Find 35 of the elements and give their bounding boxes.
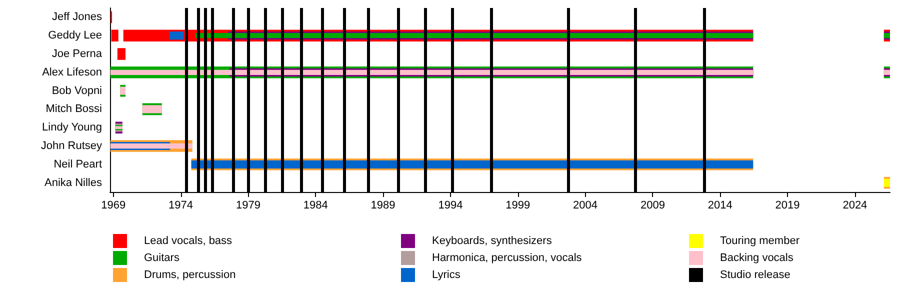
y-tick-label: Bob Vopni xyxy=(52,84,102,97)
y-tick-label: Geddy Lee xyxy=(48,30,102,42)
x-tick-label: 1994 xyxy=(438,200,463,212)
x-tick-label: 1989 xyxy=(370,200,396,212)
legend-label: Backing vocals xyxy=(720,252,794,264)
legend-label: Harmonica, percussion, vocals xyxy=(432,252,582,264)
legend-label: Drums, percussion xyxy=(144,269,236,281)
x-tick-label: 1969 xyxy=(101,200,126,212)
bar xyxy=(111,30,118,42)
y-tick-label: Mitch Bossi xyxy=(46,103,102,116)
x-tick-label: 1974 xyxy=(168,200,194,212)
y-tick-label: John Rutsey xyxy=(40,140,102,152)
y-tick-label: Neil Peart xyxy=(54,158,102,170)
legend-label: Keyboards, synthesizers xyxy=(432,235,552,247)
bar xyxy=(169,32,184,40)
x-tick-label: 2019 xyxy=(775,200,800,212)
x-tick-label: 1979 xyxy=(236,200,260,212)
legend-label: Lyrics xyxy=(432,269,461,281)
bar xyxy=(110,143,192,149)
x-tick-label: 1999 xyxy=(506,200,530,212)
y-tick-label: Joe Perna xyxy=(52,48,103,60)
x-tick-label: 2014 xyxy=(708,200,732,212)
bar xyxy=(117,48,126,60)
x-tick-label: 1984 xyxy=(303,200,328,212)
legend-label: Studio release xyxy=(720,269,790,281)
x-tick-label: 2009 xyxy=(640,200,665,212)
x-tick-label: 2024 xyxy=(842,200,868,212)
y-tick-label: Anika Nilles xyxy=(44,176,102,189)
legend-label: Guitars xyxy=(144,252,180,264)
legend-label: Lead vocals, bass xyxy=(144,235,233,247)
legend-label: Touring member xyxy=(720,235,800,247)
y-tick-label: Jeff Jones xyxy=(52,11,102,24)
x-tick-label: 2004 xyxy=(573,200,598,212)
y-tick-label: Alex Lifeson xyxy=(42,66,102,78)
y-tick-label: Lindy Young xyxy=(42,122,102,134)
